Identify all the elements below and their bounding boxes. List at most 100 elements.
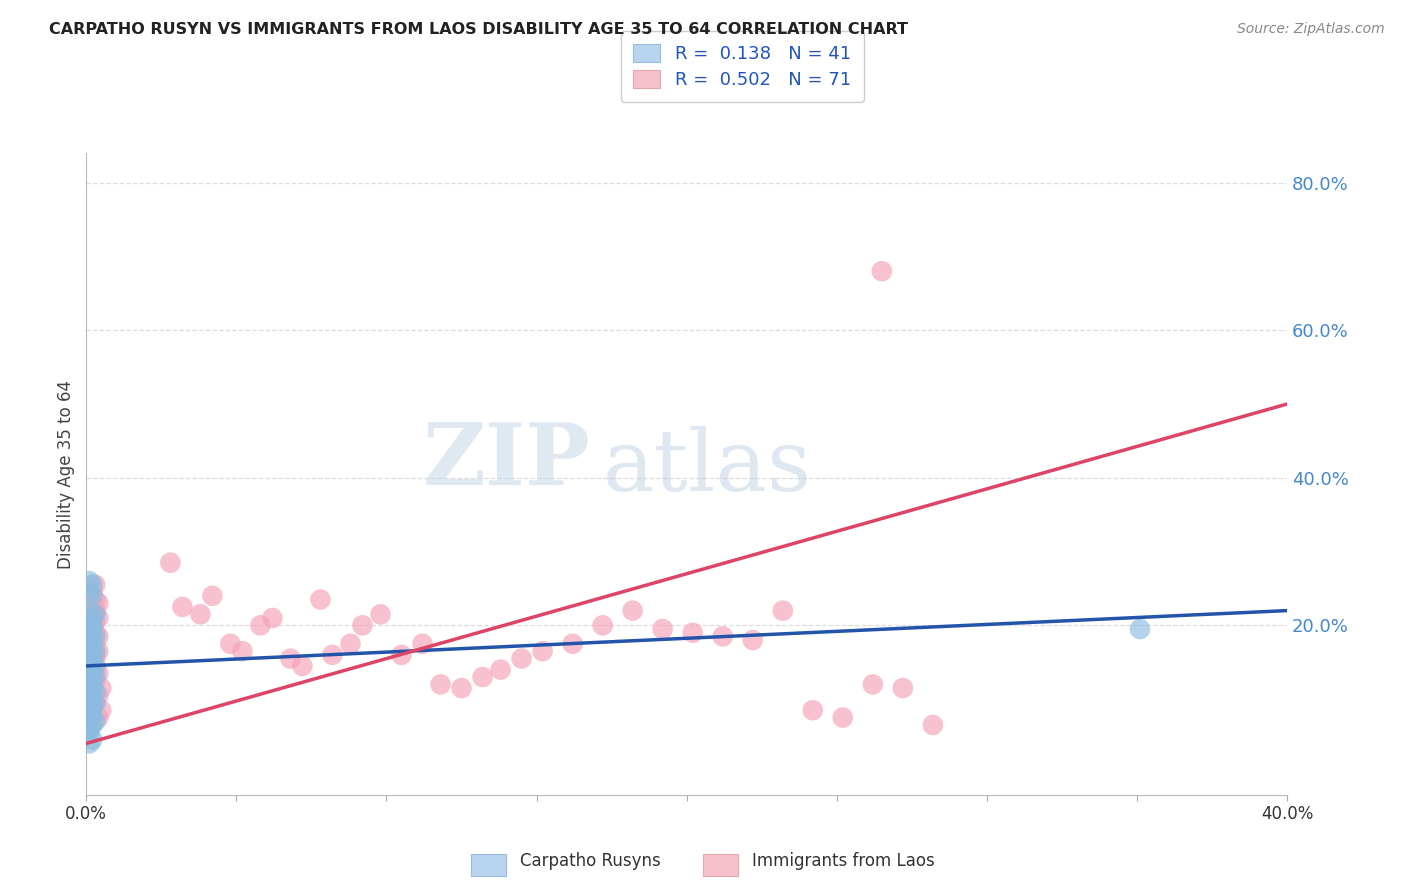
Point	[82, 666, 104, 681]
Text: ZIP: ZIP	[423, 419, 591, 503]
Point	[82, 637, 104, 651]
Point	[682, 625, 704, 640]
Point	[82, 618, 104, 632]
Point	[291, 659, 314, 673]
Point	[831, 710, 853, 724]
Point	[772, 604, 794, 618]
Point	[84, 651, 107, 665]
Point	[84, 644, 107, 658]
Text: CARPATHO RUSYN VS IMMIGRANTS FROM LAOS DISABILITY AGE 35 TO 64 CORRELATION CHART: CARPATHO RUSYN VS IMMIGRANTS FROM LAOS D…	[49, 22, 908, 37]
Legend: R =  0.138   N = 41, R =  0.502   N = 71: R = 0.138 N = 41, R = 0.502 N = 71	[620, 31, 863, 102]
Point	[190, 607, 212, 622]
Point	[79, 625, 101, 640]
Point	[84, 578, 107, 592]
Point	[82, 622, 104, 636]
Point	[84, 696, 107, 710]
Point	[79, 633, 101, 648]
Point	[82, 699, 104, 714]
Point	[84, 604, 107, 618]
Point	[412, 637, 434, 651]
Point	[82, 732, 104, 747]
Point	[82, 611, 104, 625]
Point	[79, 736, 101, 750]
Point	[79, 725, 101, 739]
Point	[82, 659, 104, 673]
Point	[79, 677, 101, 691]
Point	[201, 589, 224, 603]
Point	[79, 663, 101, 677]
Point	[87, 710, 110, 724]
Point	[84, 673, 107, 688]
Point	[79, 722, 101, 736]
Point	[84, 685, 107, 699]
Point	[352, 618, 374, 632]
Point	[84, 625, 107, 640]
Point	[711, 629, 734, 643]
Point	[84, 670, 107, 684]
Point	[891, 681, 914, 695]
Point	[79, 655, 101, 669]
Point	[79, 644, 101, 658]
Text: Source: ZipAtlas.com: Source: ZipAtlas.com	[1237, 22, 1385, 37]
Point	[87, 689, 110, 703]
Point	[84, 696, 107, 710]
Point	[82, 607, 104, 622]
Point	[82, 689, 104, 703]
Point	[321, 648, 343, 662]
Point	[82, 718, 104, 732]
Point	[79, 703, 101, 717]
Point	[82, 673, 104, 688]
Point	[84, 648, 107, 662]
Point	[82, 659, 104, 673]
Point	[87, 666, 110, 681]
Point	[429, 677, 451, 691]
Point	[82, 706, 104, 721]
Point	[870, 264, 893, 278]
Point	[82, 633, 104, 648]
Point	[87, 629, 110, 643]
Point	[84, 714, 107, 729]
Point	[84, 592, 107, 607]
Point	[921, 718, 943, 732]
Point	[471, 670, 494, 684]
Point	[159, 556, 181, 570]
Point	[489, 663, 512, 677]
Point	[79, 585, 101, 599]
Point	[531, 644, 554, 658]
Point	[79, 574, 101, 588]
Point	[510, 651, 533, 665]
Point	[621, 604, 644, 618]
Point	[391, 648, 413, 662]
Point	[249, 618, 271, 632]
Point	[79, 651, 101, 665]
Point	[1129, 622, 1152, 636]
Point	[651, 622, 673, 636]
Point	[450, 681, 472, 695]
Point	[339, 637, 361, 651]
Point	[79, 710, 101, 724]
Point	[84, 629, 107, 643]
Point	[84, 663, 107, 677]
Point	[309, 592, 332, 607]
Point	[262, 611, 284, 625]
Text: atlas: atlas	[603, 426, 811, 509]
Point	[82, 681, 104, 695]
Point	[84, 607, 107, 622]
Point	[79, 622, 101, 636]
Point	[82, 637, 104, 651]
Point	[741, 633, 763, 648]
Point	[79, 670, 101, 684]
Y-axis label: Disability Age 35 to 64: Disability Age 35 to 64	[58, 380, 75, 568]
Point	[82, 666, 104, 681]
Point	[370, 607, 392, 622]
Point	[84, 659, 107, 673]
Point	[219, 637, 242, 651]
Point	[280, 651, 302, 665]
Point	[172, 599, 194, 614]
Point	[82, 648, 104, 662]
Point	[862, 677, 884, 691]
Text: Carpatho Rusyns: Carpatho Rusyns	[520, 852, 661, 870]
Point	[82, 633, 104, 648]
Point	[82, 651, 104, 665]
Point	[82, 578, 104, 592]
